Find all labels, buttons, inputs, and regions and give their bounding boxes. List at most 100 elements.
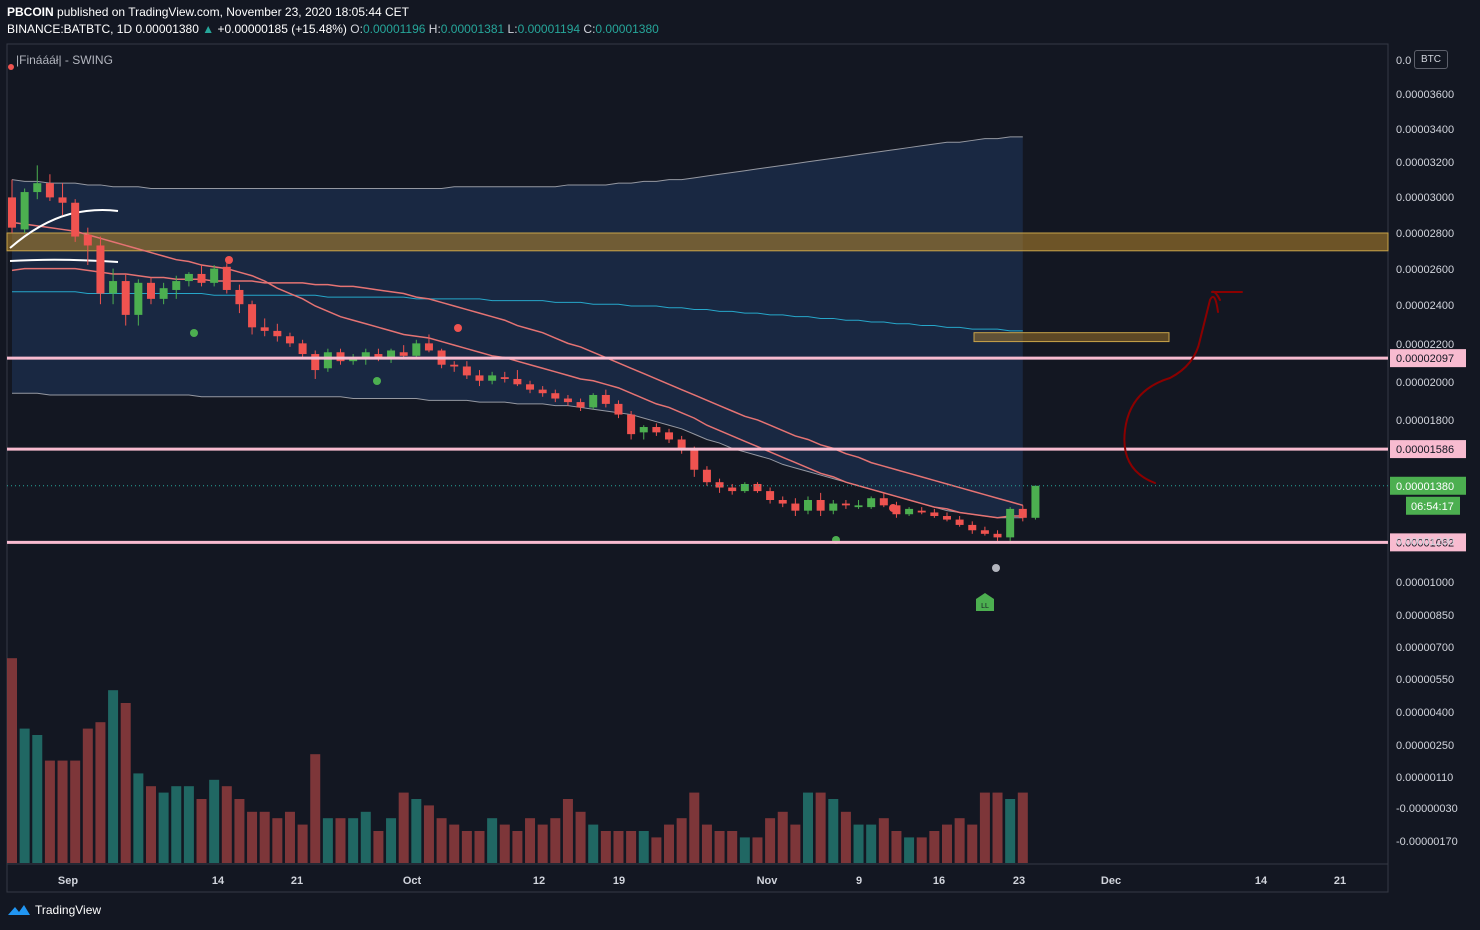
candle-body[interactable] [121,281,130,315]
candle-body[interactable] [184,273,193,282]
candle-body[interactable] [690,450,699,470]
resistance-zone[interactable] [6,232,1389,252]
zones [6,232,1389,343]
candle-body[interactable] [766,491,775,500]
volume-bar [196,799,207,863]
candle-body[interactable] [804,500,813,511]
candle-body[interactable] [955,519,964,525]
candle-body[interactable] [83,234,92,246]
candle-body[interactable] [968,524,977,531]
candle-body[interactable] [551,393,560,399]
candle-body[interactable] [45,183,54,198]
candle-body[interactable] [526,384,535,390]
indicator-label[interactable]: |Fináááł| - SWING [16,53,113,67]
candle-body[interactable] [20,192,29,230]
publisher-name[interactable]: PBCOIN [7,5,54,19]
candle-body[interactable] [323,352,332,369]
volume-bar [891,831,902,863]
currency-badge[interactable]: BTC [1414,50,1448,69]
candle-body[interactable] [563,398,572,403]
candle-body[interactable] [462,366,471,376]
symbol-name[interactable]: BINANCE:BATBTC, 1D [7,22,133,36]
candle-body[interactable] [273,330,282,337]
candle-body[interactable] [677,439,686,451]
candle-body[interactable] [387,350,396,360]
open-label: O: [350,22,363,36]
candle-body[interactable] [665,432,674,440]
candle-body[interactable] [109,281,118,294]
volume-bar [32,735,43,863]
candle-body[interactable] [879,498,888,506]
candle-body[interactable] [576,402,585,408]
candle-body[interactable] [412,343,421,356]
candle-body[interactable] [285,336,294,344]
candle-body[interactable] [702,469,711,483]
candle-body[interactable] [513,378,522,385]
candle-body[interactable] [210,268,219,283]
candle-body[interactable] [778,500,787,504]
candle-body[interactable] [614,403,623,415]
candle-body[interactable] [753,483,762,492]
candle-body[interactable] [450,364,459,367]
candle-body[interactable] [424,343,433,351]
candle-body[interactable] [1031,485,1040,518]
candle-body[interactable] [639,427,648,433]
candle-body[interactable] [652,427,661,433]
last-price-label: 0.00001380 [1396,481,1454,493]
candle-body[interactable] [728,487,737,492]
candle-body[interactable] [33,183,42,193]
candle-body[interactable] [96,245,105,294]
candle-body[interactable] [791,503,800,511]
candle-body[interactable] [8,197,16,228]
candle-body[interactable] [399,352,408,356]
candle-body[interactable] [589,394,598,408]
volume-bar [866,824,877,863]
candle-body[interactable] [854,505,863,508]
candle-body[interactable] [1006,508,1015,538]
candle-body[interactable] [222,266,231,290]
candle-body[interactable] [311,354,320,371]
candle-body[interactable] [993,533,1002,538]
ema-long-line [11,267,1024,507]
candle-body[interactable] [627,414,636,435]
target-zone[interactable] [973,332,1170,343]
candle-body[interactable] [260,327,269,331]
candle-body[interactable] [71,202,80,237]
candle-body[interactable] [159,288,168,299]
candle-body[interactable] [538,389,547,394]
price-change: +0.00000185 (+15.48%) [217,22,347,36]
candle-body[interactable] [601,394,610,404]
low-value: 0.00001194 [517,22,581,36]
candle-body[interactable] [715,482,724,488]
candle-body[interactable] [829,503,838,511]
candle-body[interactable] [361,352,370,358]
footer-brand[interactable]: TradingView [35,903,102,917]
candle-body[interactable] [197,273,206,283]
candle-body[interactable] [134,282,143,315]
swing-point-dot [454,324,462,332]
time-axis-frame[interactable] [6,863,1389,893]
candles [8,165,1040,572]
candle-body[interactable] [930,512,939,517]
candle-body[interactable] [942,516,951,520]
candle-body[interactable] [917,510,926,513]
volume-bar [840,811,851,863]
candle-body[interactable] [867,498,876,508]
candle-body[interactable] [841,503,850,506]
candle-body[interactable] [1018,508,1027,518]
time-axis-tick: 9 [856,875,862,887]
candle-body[interactable] [500,377,509,379]
candle-body[interactable] [488,375,497,381]
candle-body[interactable] [298,343,307,355]
candle-body[interactable] [475,375,484,381]
candle-body[interactable] [980,530,989,534]
candle-body[interactable] [816,500,825,511]
candle-body[interactable] [740,483,749,492]
candle-body[interactable] [146,282,155,299]
candle-body[interactable] [248,304,257,328]
candle-body[interactable] [172,281,181,290]
candle-body[interactable] [905,508,914,515]
candle-body[interactable] [58,197,67,203]
candle-body[interactable] [235,289,244,305]
